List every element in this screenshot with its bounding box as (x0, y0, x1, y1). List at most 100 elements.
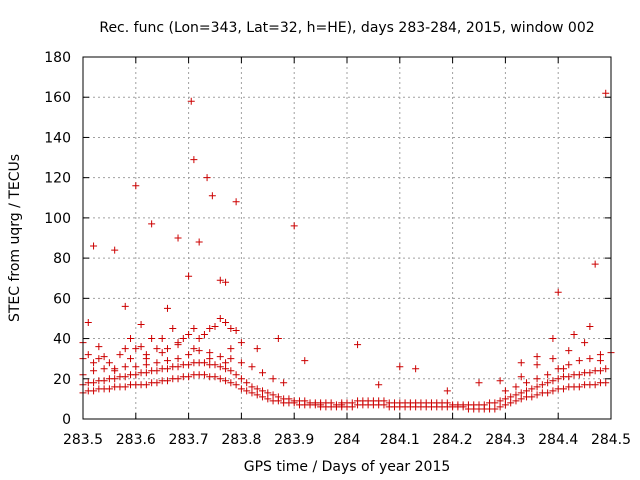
data-point (596, 357, 604, 365)
data-point (185, 361, 193, 369)
data-point (570, 331, 578, 339)
data-point (575, 371, 583, 379)
data-point (544, 389, 552, 397)
y-tick-label: 140 (44, 130, 71, 146)
data-point (153, 367, 161, 375)
data-point (95, 343, 103, 351)
data-point (90, 359, 98, 367)
data-point (90, 387, 98, 395)
data-point (237, 375, 245, 383)
data-point (354, 341, 362, 349)
data-point (348, 399, 356, 407)
data-point (565, 347, 573, 355)
data-point (158, 349, 166, 357)
data-point (174, 234, 182, 242)
data-point (211, 373, 219, 381)
data-point (232, 198, 240, 206)
data-points (79, 89, 615, 413)
data-point (554, 365, 562, 373)
data-point (222, 377, 230, 385)
data-point (185, 351, 193, 359)
data-point (211, 322, 219, 330)
data-point (554, 288, 562, 296)
chart-title: Rec. func (Lon=343, Lat=32, h=HE), days … (99, 20, 594, 36)
data-point (549, 387, 557, 395)
data-point (127, 355, 135, 363)
data-point (501, 395, 509, 403)
data-point (496, 403, 504, 411)
data-point (512, 391, 520, 399)
data-point (132, 345, 140, 353)
data-point (259, 369, 267, 377)
data-point (269, 375, 277, 383)
data-point (517, 373, 525, 381)
data-point (121, 373, 129, 381)
data-point (153, 379, 161, 387)
y-tick-label: 0 (62, 412, 71, 428)
x-tick-label: 284.5 (591, 432, 631, 448)
data-point (596, 351, 604, 359)
data-point (90, 242, 98, 250)
data-point (142, 369, 150, 377)
data-point (222, 278, 230, 286)
y-tick-label: 80 (53, 251, 71, 267)
data-point (187, 97, 195, 105)
data-point (248, 389, 256, 397)
data-point (142, 361, 150, 369)
data-point (169, 325, 177, 332)
data-point (554, 375, 562, 383)
data-point (195, 335, 203, 343)
data-point (232, 371, 240, 379)
data-point (185, 373, 193, 381)
data-point (158, 335, 166, 343)
data-point (491, 399, 499, 407)
data-point (301, 357, 309, 365)
data-point (121, 302, 129, 310)
data-point (380, 397, 388, 405)
data-point (163, 377, 171, 385)
data-point (185, 272, 193, 280)
data-point (232, 381, 240, 389)
data-point (179, 335, 187, 343)
data-point (216, 375, 224, 383)
data-point (544, 379, 552, 387)
data-point (549, 355, 557, 363)
data-point (237, 339, 245, 347)
data-point (208, 192, 216, 200)
data-point (163, 357, 171, 365)
data-point (501, 401, 509, 409)
data-point (127, 335, 135, 343)
data-point (163, 304, 171, 312)
data-point (575, 357, 583, 365)
data-point (496, 377, 504, 385)
data-point (84, 318, 92, 326)
y-tick-label: 40 (53, 332, 71, 348)
data-point (132, 363, 140, 371)
data-point (222, 359, 230, 367)
data-point (517, 395, 525, 403)
data-point (523, 387, 531, 395)
data-point (211, 361, 219, 369)
data-point (507, 393, 515, 401)
data-point (602, 379, 610, 387)
data-point (121, 363, 129, 371)
data-point (259, 387, 267, 395)
data-point (253, 391, 261, 399)
data-point (174, 341, 182, 349)
data-point (132, 371, 140, 379)
data-point (174, 375, 182, 383)
data-point (195, 347, 203, 355)
data-point (412, 365, 420, 373)
data-point (248, 363, 256, 371)
data-point (290, 222, 298, 230)
data-point (512, 397, 520, 405)
data-point (533, 361, 541, 369)
y-tick-label: 180 (44, 50, 71, 66)
data-point (533, 383, 541, 391)
data-point (264, 395, 272, 403)
data-point (475, 379, 483, 387)
data-point (591, 381, 599, 389)
data-point (285, 395, 293, 403)
data-point (243, 379, 251, 387)
data-point (480, 401, 488, 409)
